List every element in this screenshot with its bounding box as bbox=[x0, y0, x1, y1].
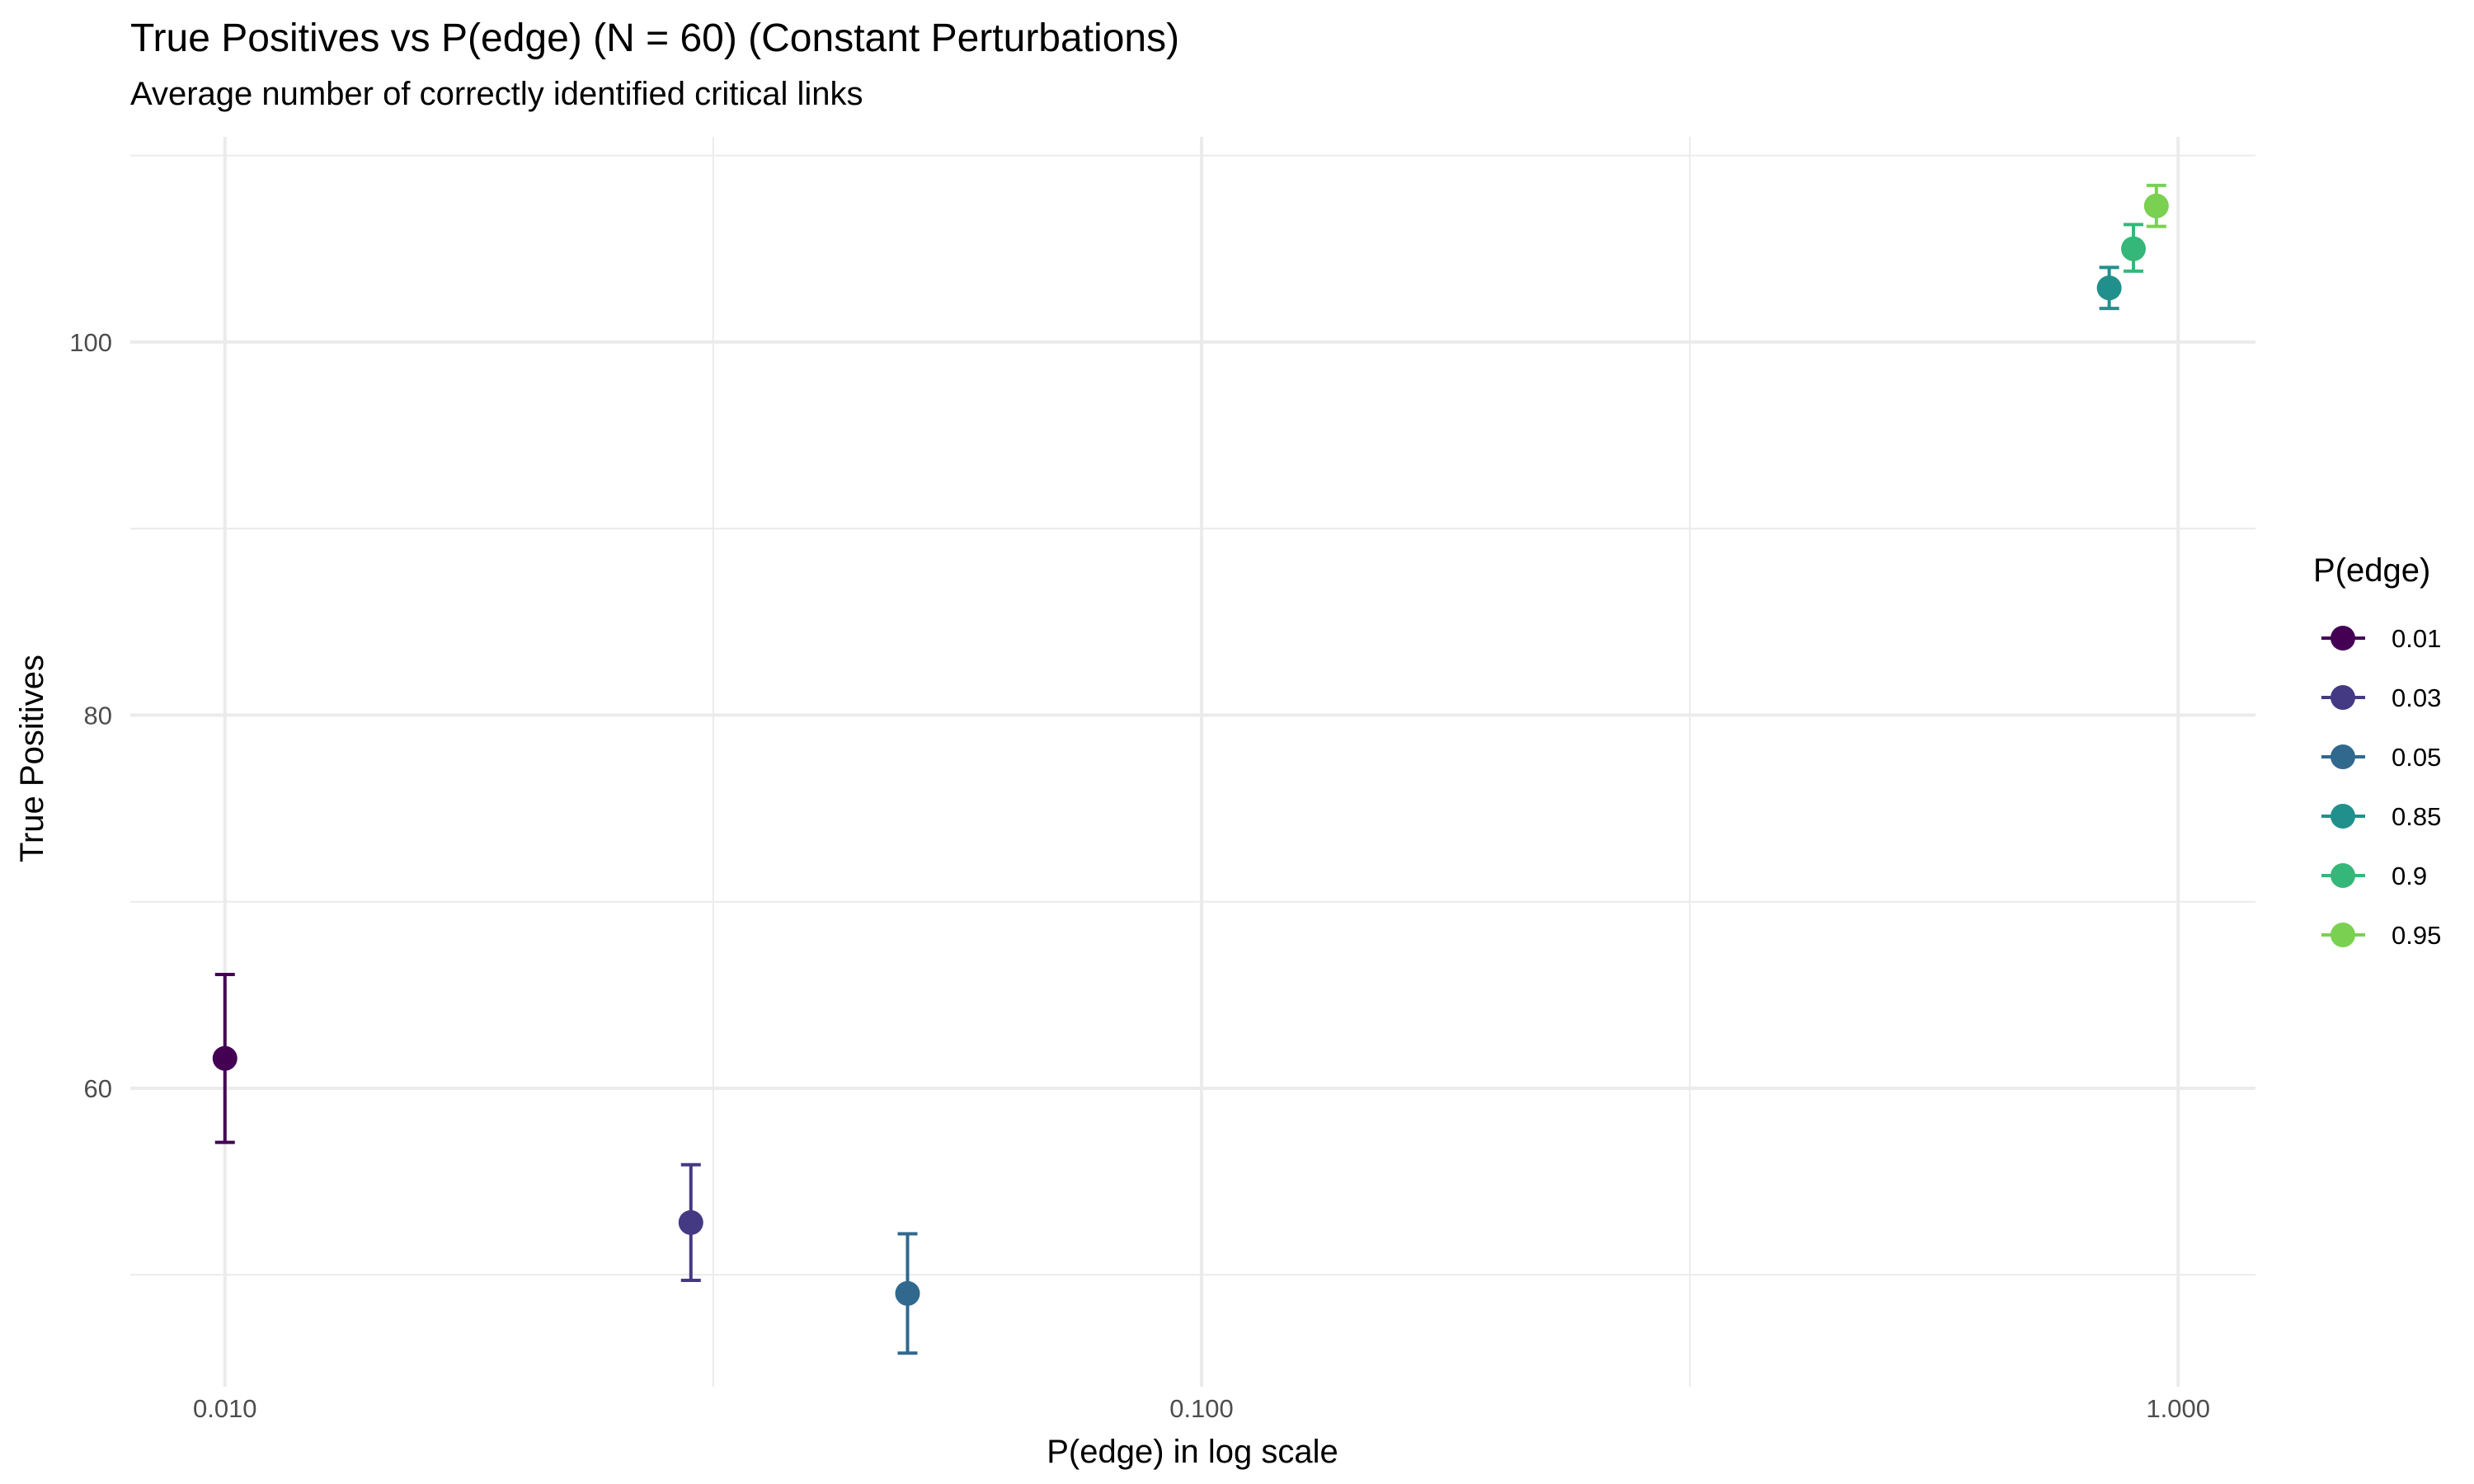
series-0.01 bbox=[212, 972, 238, 1144]
x-tick-label: 0.010 bbox=[193, 1394, 257, 1423]
legend-title: P(edge) bbox=[2313, 552, 2430, 589]
gridlines bbox=[130, 137, 2255, 1387]
legend-label: 0.01 bbox=[2392, 624, 2441, 653]
series-0.03 bbox=[678, 1162, 703, 1283]
x-axis-ticks: 0.010 0.100 1.000 bbox=[193, 1394, 2210, 1423]
series-0.95 bbox=[2143, 183, 2169, 228]
y-tick-label: 80 bbox=[84, 701, 112, 730]
data-point bbox=[2096, 275, 2122, 301]
legend-label: 0.95 bbox=[2392, 921, 2441, 950]
legend: P(edge) 0.01 0.03 0.05 0.85 0.9 0.95 bbox=[2313, 552, 2441, 950]
legend-key-point bbox=[2331, 923, 2355, 947]
chart-subtitle: Average number of correctly identified c… bbox=[130, 76, 863, 112]
data-point bbox=[678, 1209, 703, 1235]
y-tick-label: 100 bbox=[69, 328, 112, 357]
legend-item-0.95: 0.95 bbox=[2321, 921, 2441, 950]
legend-item-0.05: 0.05 bbox=[2321, 743, 2441, 772]
series-0.9 bbox=[2121, 223, 2147, 273]
data-point bbox=[2121, 236, 2147, 261]
data-point bbox=[212, 1045, 238, 1071]
legend-label: 0.03 bbox=[2392, 683, 2441, 712]
legend-label: 0.85 bbox=[2392, 802, 2441, 831]
legend-key-point bbox=[2331, 804, 2355, 829]
x-tick-label: 1.000 bbox=[2146, 1394, 2210, 1423]
data-point bbox=[2143, 193, 2169, 218]
chart-title: True Positives vs P(edge) (N = 60) (Cons… bbox=[130, 16, 1179, 60]
legend-key-point bbox=[2331, 744, 2355, 769]
legend-label: 0.05 bbox=[2392, 743, 2441, 772]
x-tick-label: 0.100 bbox=[1169, 1394, 1234, 1423]
legend-key-point bbox=[2331, 685, 2355, 710]
data-marks bbox=[212, 183, 2169, 1355]
y-axis-title: True Positives bbox=[14, 655, 50, 862]
x-axis-title: P(edge) in log scale bbox=[1047, 1434, 1338, 1470]
legend-item-0.01: 0.01 bbox=[2321, 624, 2441, 653]
legend-label: 0.9 bbox=[2392, 862, 2427, 890]
data-point bbox=[895, 1280, 920, 1306]
series-0.05 bbox=[895, 1232, 920, 1355]
series-0.85 bbox=[2096, 265, 2122, 311]
legend-item-0.85: 0.85 bbox=[2321, 802, 2441, 831]
legend-item-0.9: 0.9 bbox=[2321, 862, 2427, 890]
legend-key-point bbox=[2331, 863, 2355, 888]
y-tick-label: 60 bbox=[84, 1074, 112, 1103]
legend-items: 0.01 0.03 0.05 0.85 0.9 0.95 bbox=[2321, 624, 2441, 950]
y-axis-ticks: 60 80 100 bbox=[69, 328, 112, 1103]
legend-key-point bbox=[2331, 626, 2355, 650]
legend-item-0.03: 0.03 bbox=[2321, 683, 2441, 712]
